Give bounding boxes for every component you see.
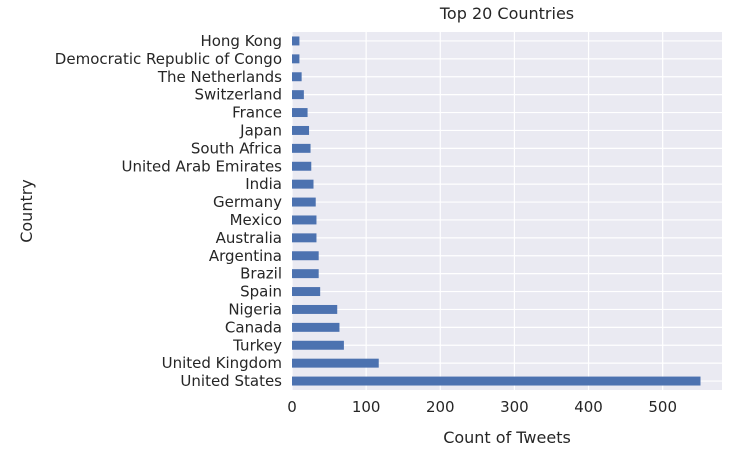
y-tick-label: France: [232, 104, 282, 122]
bar-canada: [292, 322, 340, 332]
bar-germany: [292, 197, 316, 207]
y-tick-label: The Netherlands: [157, 68, 282, 86]
y-tick-label: Switzerland: [195, 86, 283, 104]
y-tick-label: Brazil: [240, 265, 282, 283]
x-tick-label: 500: [648, 398, 677, 416]
bar-mexico: [292, 215, 317, 225]
bars: [292, 36, 701, 386]
bar-france: [292, 108, 308, 118]
x-tick-label: 0: [287, 398, 297, 416]
bar-nigeria: [292, 304, 338, 314]
x-axis-label: Count of Tweets: [443, 428, 571, 447]
x-tick-label: 200: [426, 398, 455, 416]
bar-south-africa: [292, 143, 311, 153]
x-tick-label: 100: [352, 398, 381, 416]
y-tick-label: United Kingdom: [162, 354, 282, 372]
bar-australia: [292, 233, 317, 243]
y-tick-label: Spain: [240, 283, 282, 301]
x-tick-labels: 0 100 200 300 400 500: [287, 398, 677, 416]
y-tick-label: Mexico: [230, 211, 282, 229]
y-tick-label: Turkey: [232, 336, 282, 354]
y-tick-label: Nigeria: [228, 300, 282, 318]
y-tick-label: Democratic Republic of Congo: [55, 50, 282, 68]
x-tick-label: 300: [500, 398, 529, 416]
y-tick-label: Germany: [213, 193, 282, 211]
y-tick-label: United Arab Emirates: [121, 157, 282, 175]
y-tick-label: Australia: [216, 229, 282, 247]
bar-argentina: [292, 251, 319, 261]
bar-democratic-republic-of-congo: [292, 54, 300, 64]
y-tick-label: Canada: [225, 318, 282, 336]
bar-japan: [292, 125, 310, 135]
x-tick-label: 400: [574, 398, 603, 416]
y-tick-label: South Africa: [191, 139, 282, 157]
y-tick-label: Japan: [239, 121, 282, 139]
y-axis-label: Country: [17, 179, 36, 243]
bar-hong-kong: [292, 36, 300, 46]
grid-lines: [291, 32, 722, 390]
bar-turkey: [292, 340, 344, 350]
chart-title: Top 20 Countries: [439, 4, 574, 23]
y-tick-label: Hong Kong: [200, 32, 282, 50]
y-tick-label: India: [245, 175, 282, 193]
bar-united-arab-emirates: [292, 161, 312, 171]
bar-the-netherlands: [292, 72, 302, 82]
bar-switzerland: [292, 90, 304, 100]
bar-united-kingdom: [292, 358, 379, 368]
plot-background: [292, 32, 722, 390]
bar-brazil: [292, 269, 319, 279]
y-tick-label: United States: [180, 372, 282, 390]
bar-united-states: [292, 376, 701, 386]
bar-india: [292, 179, 314, 189]
bar-spain: [292, 287, 321, 297]
y-tick-label: Argentina: [209, 247, 282, 265]
